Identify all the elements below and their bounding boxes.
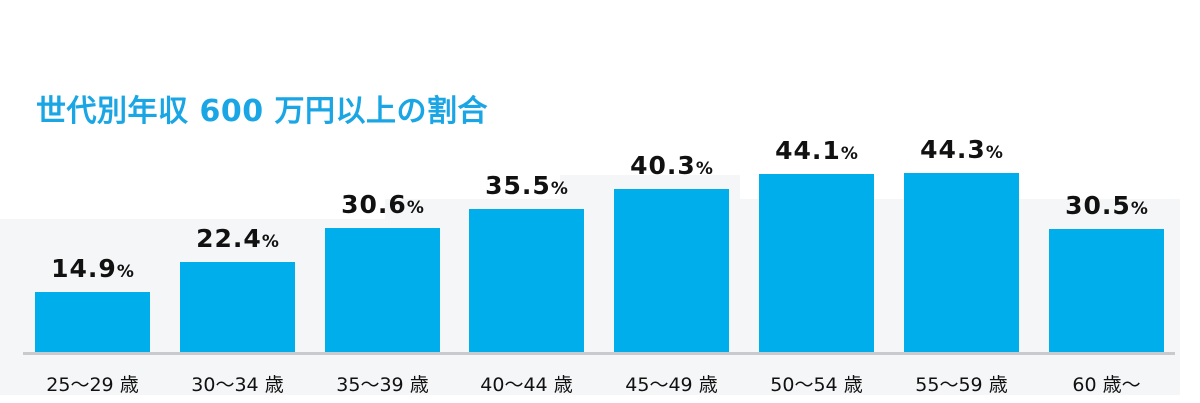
x-axis-category-label: 25〜29 歳 — [46, 374, 139, 396]
bar — [759, 174, 874, 353]
x-axis-category-label: 35〜39 歳 — [336, 374, 429, 396]
bar-value-label: 22.4% — [196, 224, 279, 253]
x-axis-category-label: 55〜59 歳 — [915, 374, 1008, 396]
x-axis-category-label: 60 歳〜 — [1072, 374, 1141, 396]
bar — [1049, 229, 1164, 353]
chart-title: 世代別年収 600 万円以上の割合 — [36, 94, 489, 129]
x-axis-category-label: 45〜49 歳 — [625, 374, 718, 396]
x-axis-category-label: 30〜34 歳 — [191, 374, 284, 396]
bar — [180, 262, 295, 353]
bar — [325, 228, 440, 353]
x-axis-baseline — [23, 352, 1175, 355]
bar-value-label: 35.5% — [485, 171, 568, 200]
bar-value-label: 30.6% — [341, 190, 424, 219]
bar — [469, 209, 584, 353]
bar-value-label: 30.5% — [1065, 191, 1148, 220]
bar-value-label: 44.3% — [920, 135, 1003, 164]
x-axis-category-label: 50〜54 歳 — [770, 374, 863, 396]
x-axis-category-label: 40〜44 歳 — [480, 374, 573, 396]
bar — [614, 189, 729, 353]
bar-value-label: 14.9% — [51, 254, 134, 283]
bar — [35, 292, 150, 353]
bar — [904, 173, 1019, 353]
bar-value-label: 44.1% — [775, 136, 858, 165]
bar-value-label: 40.3% — [630, 151, 713, 180]
